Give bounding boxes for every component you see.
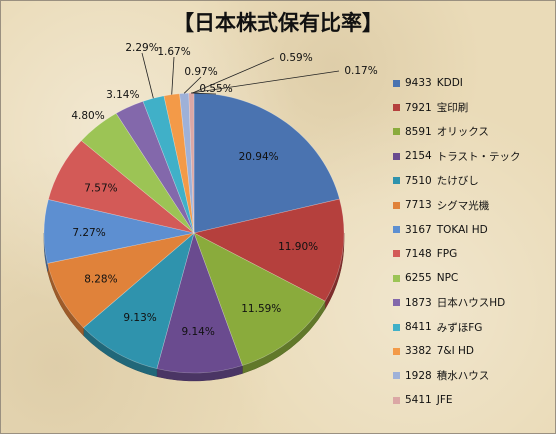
legend-swatch bbox=[393, 226, 400, 234]
data-label-8591: 11.59% bbox=[241, 303, 281, 315]
legend-code: 6255 bbox=[405, 272, 432, 285]
legend-item: 2154 トラスト・テック bbox=[393, 144, 553, 168]
data-label-3167: 7.27% bbox=[72, 227, 105, 239]
legend-item: 1873 日本ハウスHD bbox=[393, 291, 553, 315]
leader-line-5411 bbox=[191, 92, 217, 95]
legend-item: 8591 オリックス bbox=[393, 120, 553, 144]
legend-label: 積水ハウス bbox=[436, 370, 490, 383]
data-label-7921: 11.90% bbox=[278, 241, 318, 253]
legend-swatch bbox=[393, 274, 400, 282]
legend-code: 8411 bbox=[405, 321, 432, 334]
leader-line-1928 bbox=[183, 76, 202, 94]
leader-line-8411 bbox=[141, 52, 154, 99]
legend-item: 7148 FPG bbox=[393, 242, 553, 266]
legend-code: 3382 bbox=[405, 345, 432, 358]
legend-label: TOKAI HD bbox=[436, 223, 488, 236]
pie-slice-7713 bbox=[47, 232, 195, 329]
legend-label: 宝印刷 bbox=[436, 102, 469, 115]
data-label-8411: 2.29% bbox=[125, 42, 158, 54]
pie-slice-8591 bbox=[193, 232, 326, 366]
legend-label: 日本ハウスHD bbox=[436, 297, 506, 310]
legend-swatch bbox=[393, 323, 400, 331]
pie-slice-7148 bbox=[47, 140, 195, 234]
legend-item: 3382 7&I HD bbox=[393, 339, 553, 363]
legend-code: 3167 bbox=[405, 223, 432, 236]
pie-slice-3167 bbox=[43, 199, 195, 264]
legend-swatch bbox=[393, 177, 400, 185]
pie-slice-2154 bbox=[156, 232, 243, 374]
legend-code: 7510 bbox=[405, 174, 432, 187]
legend-item: 7921 宝印刷 bbox=[393, 95, 553, 119]
legend-code: 7713 bbox=[405, 199, 432, 212]
legend-item: 5411 JFE bbox=[393, 388, 553, 412]
legend-item: 3167 TOKAI HD bbox=[393, 217, 553, 241]
data-label-7148: 7.57% bbox=[84, 183, 117, 195]
legend: 9433 KDDI 7921 宝印刷 8591 オリックス 2154 トラスト・テック 7510… bbox=[393, 71, 553, 412]
leader-line-extra bbox=[192, 57, 275, 94]
pie-slice-7921 bbox=[193, 198, 345, 302]
legend-code: 5411 bbox=[405, 394, 432, 407]
leader-line-extra bbox=[190, 70, 340, 94]
legend-swatch bbox=[393, 396, 400, 404]
legend-code: 9433 bbox=[405, 77, 432, 90]
data-label-7510: 9.13% bbox=[123, 312, 156, 324]
legend-label: NPC bbox=[436, 272, 459, 285]
legend-swatch bbox=[393, 250, 400, 258]
legend-item: 9433 KDDI bbox=[393, 71, 553, 95]
chart-title: 【日本株式保有比率】 bbox=[173, 11, 383, 35]
legend-label: JFE bbox=[436, 394, 453, 407]
legend-label: みずほFG bbox=[436, 321, 483, 334]
legend-item: 7713 シグマ光機 bbox=[393, 193, 553, 217]
legend-label: オリックス bbox=[436, 126, 489, 139]
legend-swatch bbox=[393, 347, 400, 355]
legend-item: 1928 積水ハウス bbox=[393, 364, 553, 388]
legend-swatch bbox=[393, 104, 400, 112]
data-label-7713: 8.28% bbox=[84, 273, 117, 285]
pie-slice-1873 bbox=[115, 100, 195, 234]
legend-item: 8411 みずほFG bbox=[393, 315, 553, 339]
legend-code: 1928 bbox=[405, 369, 432, 382]
data-label-1873: 3.14% bbox=[106, 89, 139, 101]
leader-line-3382 bbox=[171, 56, 175, 95]
legend-label: KDDI bbox=[436, 77, 463, 90]
legend-swatch bbox=[393, 152, 400, 160]
legend-code: 8591 bbox=[405, 125, 432, 138]
legend-swatch bbox=[393, 299, 400, 307]
data-label-2154: 9.14% bbox=[181, 326, 214, 338]
legend-item: 6255 NPC bbox=[393, 266, 553, 290]
legend-label: たけびし bbox=[436, 175, 479, 188]
legend-swatch bbox=[393, 372, 400, 380]
legend-label: トラスト・テック bbox=[436, 150, 521, 163]
data-label-9433: 20.94% bbox=[239, 151, 279, 163]
data-label-1928: 0.97% bbox=[184, 66, 217, 78]
legend-item: 7510 たけびし bbox=[393, 169, 553, 193]
legend-code: 7921 bbox=[405, 101, 432, 114]
legend-swatch bbox=[393, 79, 400, 87]
pie-slice-6255 bbox=[80, 112, 195, 234]
legend-label: 7&I HD bbox=[436, 345, 475, 358]
legend-code: 1873 bbox=[405, 296, 432, 309]
data-label-extra: 0.17% bbox=[344, 65, 377, 77]
pie-slice-7510 bbox=[83, 232, 195, 370]
legend-code: 2154 bbox=[405, 150, 432, 163]
legend-swatch bbox=[393, 201, 400, 209]
data-label-extra: 0.59% bbox=[279, 52, 312, 64]
legend-swatch bbox=[393, 128, 400, 136]
data-label-3382: 1.67% bbox=[157, 46, 190, 58]
legend-code: 7148 bbox=[405, 247, 432, 260]
legend-label: シグマ光機 bbox=[436, 199, 490, 212]
data-label-6255: 4.80% bbox=[71, 110, 104, 122]
legend-label: FPG bbox=[436, 247, 458, 260]
